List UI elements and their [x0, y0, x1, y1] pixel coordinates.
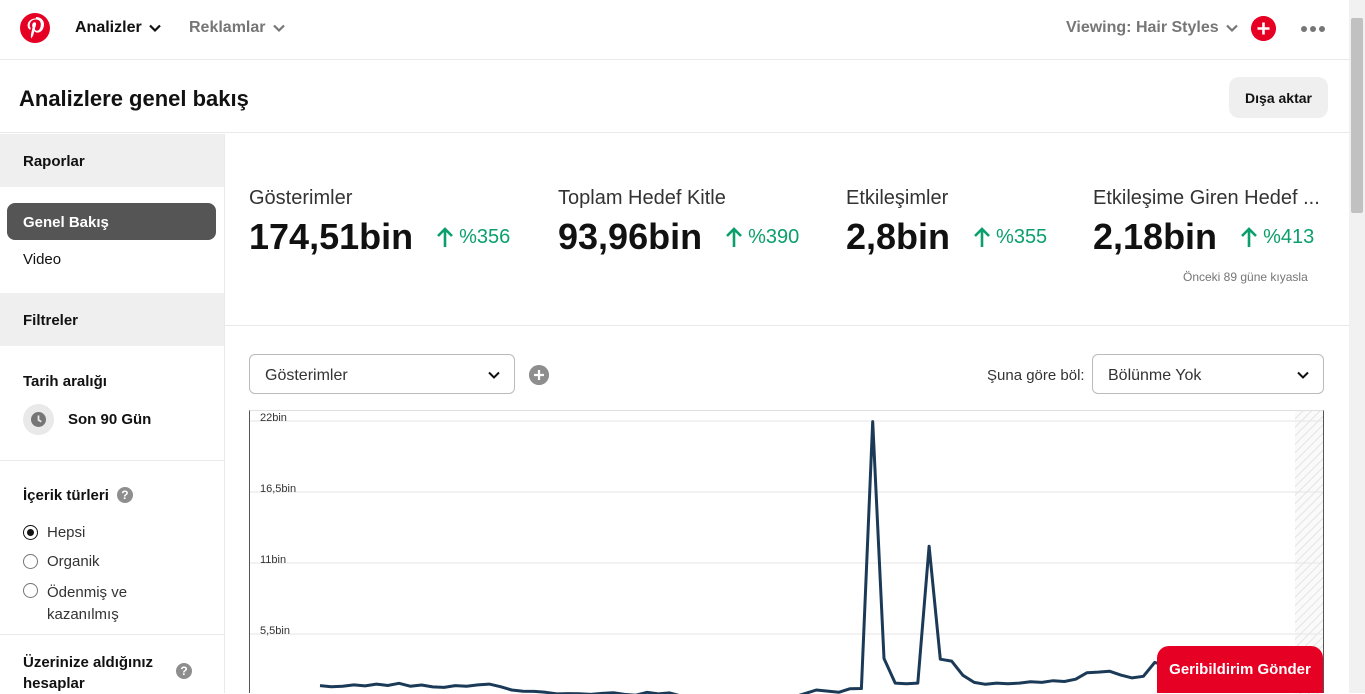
metric-total-audience: Toplam Hedef Kitle 93,96bin %390 — [558, 187, 799, 258]
radio-organic[interactable]: Organik — [23, 553, 100, 570]
metric-change-value: %355 — [996, 225, 1048, 248]
arrow-up-icon — [974, 227, 990, 247]
metric-change-value: %413 — [1263, 225, 1315, 248]
radio-label: Ödenmiş ve kazanılmış — [47, 584, 128, 623]
metric-engaged-audience: Etkileşime Giren Hedef ... 2,18bin %413 — [1093, 187, 1320, 258]
radio-button[interactable] — [23, 554, 38, 569]
metric-value: 93,96bin — [558, 216, 703, 257]
content-types-text: İçerik türleri — [23, 487, 109, 504]
metric-select[interactable]: Gösterimler — [249, 354, 515, 394]
add-metric-button[interactable] — [529, 365, 549, 385]
filters-header-label: Filtreler — [23, 312, 79, 329]
radio-label: Hepsi — [47, 524, 86, 541]
more-options-icon[interactable] — [1300, 24, 1326, 34]
export-button[interactable]: Dışa aktar — [1229, 77, 1328, 118]
radio-label: Organik — [47, 553, 100, 570]
radio-paid-earned[interactable]: Ödenmiş ve kazanılmış — [23, 582, 153, 626]
top-navigation-bar: Analizler Reklamlar Viewing: Hair Styles — [0, 0, 1349, 60]
metric-label: Etkileşime Giren Hedef ... — [1093, 187, 1320, 209]
chevron-down-icon — [1225, 24, 1238, 33]
impressions-series-line[interactable] — [319, 420, 1291, 694]
split-select[interactable]: Bölünme Yok — [1092, 354, 1324, 394]
sidebar-item-video[interactable]: Video — [23, 251, 62, 268]
radio-button-checked[interactable] — [23, 525, 38, 540]
y-tick-label: 5,5bin — [260, 625, 290, 637]
pinterest-logo[interactable] — [20, 13, 50, 43]
reports-section-header: Raporlar — [0, 134, 224, 187]
help-icon[interactable]: ? — [176, 663, 192, 679]
nav-analytics-label: Analizler — [75, 19, 142, 36]
metric-value: 2,8bin — [846, 216, 951, 257]
metric-change: %413 — [1239, 226, 1314, 249]
radio-all[interactable]: Hepsi — [23, 524, 85, 541]
chevron-down-icon — [272, 24, 285, 33]
content-types-label: İçerik türleri? — [23, 487, 133, 504]
reports-header-label: Raporlar — [23, 153, 85, 170]
clock-icon — [23, 404, 54, 435]
metric-label: Etkileşimler — [846, 187, 949, 209]
metric-change-value: %356 — [459, 225, 511, 248]
metric-change: %390 — [724, 226, 799, 249]
metric-value: 2,18bin — [1093, 216, 1218, 257]
send-feedback-button[interactable]: Geribildirim Gönder — [1157, 646, 1323, 693]
arrow-up-icon — [1241, 227, 1257, 247]
y-tick-label: 16,5bin — [260, 483, 296, 495]
split-select-value: Bölünme Yok — [1108, 367, 1202, 384]
date-range-selector[interactable]: Son 90 Gün — [23, 404, 151, 435]
radio-button[interactable] — [23, 583, 38, 598]
viewing-account-dropdown[interactable]: Viewing: Hair Styles — [1066, 19, 1239, 37]
scrollbar-thumb[interactable] — [1351, 18, 1363, 213]
date-range-label: Tarih aralığı — [23, 373, 107, 390]
chevron-down-icon — [148, 24, 161, 33]
compare-note: Önceki 89 güne kıyasla — [1183, 270, 1308, 284]
claimed-accounts-label: Üzerinize aldığınız hesaplar — [23, 654, 154, 692]
y-tick-label: 11bin — [260, 554, 286, 566]
arrow-up-icon — [726, 227, 742, 247]
sidebar-item-label: Genel Bakış — [23, 214, 109, 231]
metric-change: %356 — [435, 226, 510, 249]
nav-ads-label: Reklamlar — [189, 19, 266, 36]
arrow-up-icon — [437, 227, 454, 247]
nav-ads-dropdown[interactable]: Reklamlar — [189, 19, 286, 37]
split-by-label: Şuna göre böl: — [987, 367, 1085, 384]
chevron-down-icon — [488, 371, 500, 379]
nav-analytics-dropdown[interactable]: Analizler — [75, 19, 162, 37]
create-plus-button[interactable] — [1251, 16, 1276, 41]
page-title: Analizlere genel bakış — [19, 86, 249, 111]
metric-engagements: Etkileşimler 2,8bin %355 — [846, 187, 1047, 258]
viewing-account-label: Viewing: Hair Styles — [1066, 19, 1219, 36]
divider — [0, 634, 224, 635]
metric-label: Toplam Hedef Kitle — [558, 187, 726, 209]
metrics-summary: Gösterimler 174,51bin %356 Toplam Hedef … — [225, 134, 1349, 326]
metric-impressions: Gösterimler 174,51bin %356 — [249, 187, 510, 258]
metric-label: Gösterimler — [249, 187, 353, 209]
divider — [0, 460, 224, 461]
metric-change: %355 — [972, 226, 1047, 249]
sidebar: Raporlar Genel Bakış Video Filtreler Tar… — [0, 134, 225, 693]
metric-value: 174,51bin — [249, 216, 414, 257]
metric-select-value: Gösterimler — [265, 367, 348, 384]
page-header: Analizlere genel bakış Dışa aktar — [0, 61, 1349, 133]
date-range-value: Son 90 Gün — [68, 411, 152, 428]
metric-change-value: %390 — [748, 225, 800, 248]
chevron-down-icon — [1297, 371, 1309, 379]
filters-section-header: Filtreler — [0, 293, 224, 346]
y-tick-label: 22bin — [260, 412, 287, 424]
sidebar-item-overview[interactable]: Genel Bakış — [7, 203, 216, 240]
help-icon[interactable]: ? — [116, 487, 133, 503]
